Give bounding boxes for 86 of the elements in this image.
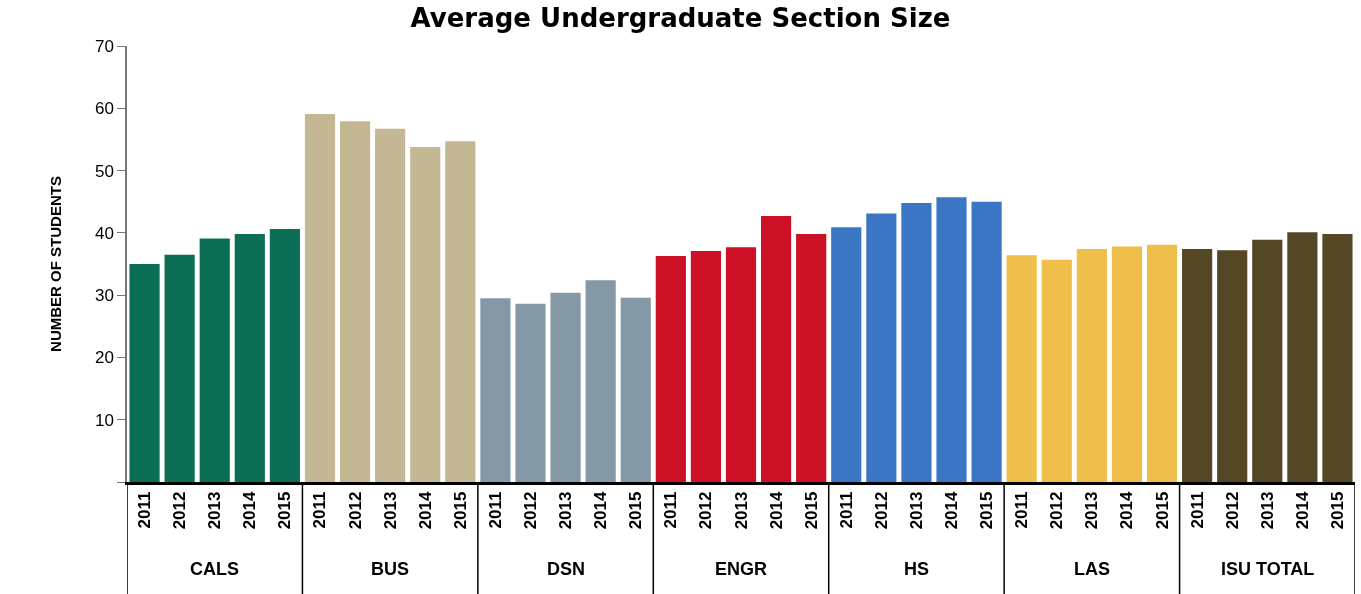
bar (1182, 249, 1213, 482)
x-tick-label: 2013 (906, 491, 926, 530)
bar (655, 255, 686, 482)
bar (796, 234, 827, 482)
x-tick-label: 2015 (1327, 491, 1347, 530)
x-tick-label: 2012 (1222, 491, 1242, 530)
x-tick-label: 2015 (1152, 491, 1172, 530)
x-tick-label: 2011 (1012, 491, 1032, 529)
bar (831, 227, 862, 482)
bar (269, 229, 300, 482)
x-tick-label: 2011 (836, 491, 856, 529)
x-tick-label: 2012 (345, 491, 365, 530)
x-tick-label: 2011 (485, 491, 505, 529)
x-tick-label: 2014 (591, 491, 611, 530)
x-tick-label: 2011 (661, 491, 681, 529)
x-tick-label: 2015 (801, 491, 821, 530)
text: BUS (371, 559, 410, 579)
text: DSN (547, 559, 586, 579)
x-tick-label: 2014 (766, 491, 786, 530)
x-tick-label: 2014 (415, 491, 435, 530)
bar (445, 141, 476, 482)
bar (1322, 234, 1353, 482)
x-tick-label: 2012 (1047, 491, 1067, 530)
y-tick-label: 30 (94, 286, 114, 306)
bar (339, 121, 371, 482)
y-tick-label: 50 (94, 161, 114, 181)
bar (164, 254, 195, 482)
x-tick-label: 2013 (556, 491, 576, 530)
y-tick-label: 40 (94, 223, 114, 243)
bar (585, 280, 616, 482)
bar (725, 247, 757, 482)
bar (480, 298, 511, 482)
x-tick-label: 2011 (135, 491, 155, 529)
x-tick-label: 2013 (1082, 491, 1102, 530)
bar (901, 202, 932, 482)
bar (690, 250, 721, 482)
x-tick-label: 2012 (696, 491, 716, 530)
bar (1111, 246, 1143, 482)
bar (866, 213, 897, 482)
text: CALS (190, 559, 239, 579)
y-axis-title: NUMBER OF STUDENTS (46, 176, 64, 352)
bar (971, 201, 1002, 482)
x-tick-label: 2013 (1257, 491, 1277, 530)
y-tick-label: 60 (94, 99, 114, 119)
bar (304, 113, 336, 482)
bar (1252, 239, 1283, 482)
bar (1146, 244, 1178, 482)
bar (1006, 255, 1037, 482)
chart-title: Average Undergraduate Section Size (410, 3, 951, 34)
bar (550, 292, 581, 482)
bar (936, 197, 967, 482)
x-tick-label: 2011 (310, 491, 330, 529)
x-tick-label: 2014 (1117, 491, 1137, 530)
bar (375, 128, 406, 482)
x-tick-label: 2013 (380, 491, 400, 530)
x-tick-label: 2015 (977, 491, 997, 530)
bar (515, 303, 546, 482)
text: HS (904, 559, 930, 579)
y-tick-label: 70 (94, 36, 114, 56)
x-tick-label: 2012 (170, 491, 190, 530)
bar (1076, 249, 1107, 482)
bar (129, 264, 160, 482)
x-tick-label: 2013 (205, 491, 225, 530)
x-tick-label: 2014 (240, 491, 260, 530)
text: ISU TOTAL (1221, 559, 1315, 579)
x-tick-label: 2015 (450, 491, 470, 530)
x-tick-label: 2014 (1292, 491, 1312, 530)
bar (1217, 250, 1248, 482)
x-tick-label: 2015 (275, 491, 295, 530)
y-tick-label: 20 (94, 348, 114, 368)
bar (410, 146, 441, 482)
text: LAS (1074, 559, 1110, 579)
x-tick-label: 2013 (731, 491, 751, 530)
x-tick-label: 2012 (521, 491, 541, 530)
bar (1041, 259, 1072, 482)
x-tick-label: 2012 (871, 491, 891, 530)
bar (620, 297, 651, 482)
x-tick-label: 2011 (1187, 491, 1207, 529)
bar (234, 234, 265, 482)
x-tick-label: 2014 (942, 491, 962, 530)
bar (761, 216, 792, 482)
bar (1287, 232, 1318, 482)
bar (199, 238, 230, 482)
text: ENGR (715, 559, 768, 579)
x-tick-label: 2015 (626, 491, 646, 530)
y-tick-label: 10 (94, 410, 114, 430)
